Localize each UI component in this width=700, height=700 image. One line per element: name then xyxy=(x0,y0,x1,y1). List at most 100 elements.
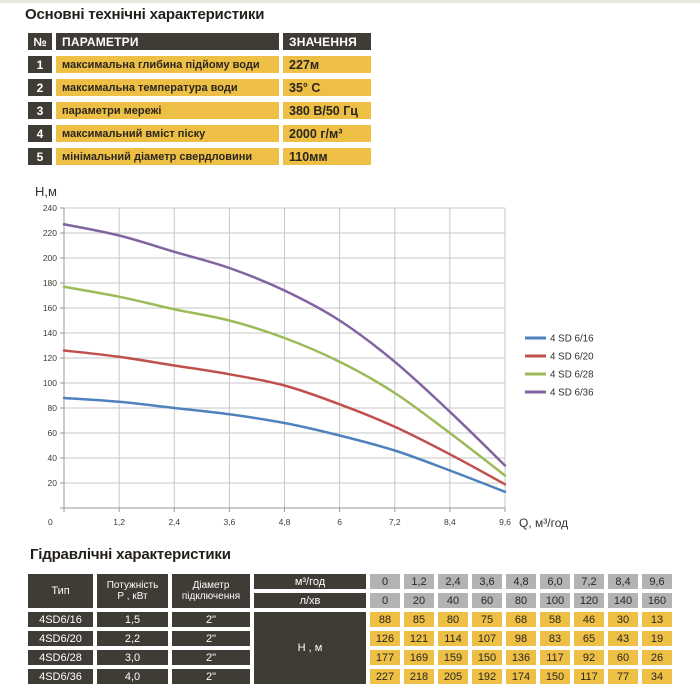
hyd-head-value: 75 xyxy=(472,612,502,627)
hyd-flow-m3h-value: 3,6 xyxy=(472,574,502,589)
hyd-col-diameter-line: Діаметр xyxy=(192,579,230,591)
hyd-head-value: 88 xyxy=(370,612,400,627)
svg-text:120: 120 xyxy=(43,353,57,363)
svg-text:160: 160 xyxy=(43,303,57,313)
hyd-head-value: 169 xyxy=(404,650,434,665)
legend-label-4: 4 SD 6/36 xyxy=(550,388,594,399)
hyd-head-value: 107 xyxy=(472,631,502,646)
hyd-head-value: 98 xyxy=(506,631,536,646)
legend-label-1: 4 SD 6/16 xyxy=(550,334,594,345)
tech-row-3-value: 380 В/50 Гц xyxy=(283,102,371,119)
hyd-head-value: 174 xyxy=(506,669,536,684)
svg-text:1,2: 1,2 xyxy=(113,517,125,527)
tech-row-1-param: максимальна глибина підйому води xyxy=(56,56,279,73)
curve-4-sd-6-20 xyxy=(62,349,507,486)
tech-row-4-num: 4 xyxy=(28,125,52,142)
svg-text:2,4: 2,4 xyxy=(168,517,180,527)
hyd-head-value: 65 xyxy=(574,631,604,646)
hyd-row-1-power: 1,5 xyxy=(97,612,168,627)
hyd-head-value: 205 xyxy=(438,669,468,684)
hyd-head-value: 85 xyxy=(404,612,434,627)
hyd-flow-m3h-value: 8,4 xyxy=(608,574,638,589)
hyd-head-value: 30 xyxy=(608,612,638,627)
hyd-flow-lmin-value: 120 xyxy=(574,593,604,608)
tech-header-num: № xyxy=(28,33,52,50)
svg-text:9,6: 9,6 xyxy=(499,517,511,527)
hyd-flow-m3h-value: 7,2 xyxy=(574,574,604,589)
hyd-flow-lmin-value: 100 xyxy=(540,593,570,608)
svg-text:180: 180 xyxy=(43,278,57,288)
tech-row-1-value: 227м xyxy=(283,56,371,73)
tech-header-param: ПАРАМЕТРИ xyxy=(56,33,279,50)
hyd-col-power: Потужність Р , кВт xyxy=(97,574,168,608)
hyd-flow-m3h-value: 2,4 xyxy=(438,574,468,589)
x-axis-title: Q, м³/год xyxy=(519,516,568,530)
tech-row-2-num: 2 xyxy=(28,79,52,96)
hyd-head-value: 150 xyxy=(540,669,570,684)
hyd-flow-lmin-value: 140 xyxy=(608,593,638,608)
hydraulic-section-title: Гідравлічні характеристики xyxy=(30,546,231,563)
hyd-head-value: 43 xyxy=(608,631,638,646)
hyd-unit-flow-lmin: л/хв xyxy=(254,593,366,608)
top-edge-shadow xyxy=(0,0,700,3)
hyd-head-value: 114 xyxy=(438,631,468,646)
chart-legend: 4 SD 6/16 4 SD 6/20 4 SD 6/28 4 SD 6/36 xyxy=(525,334,594,399)
tech-characteristics-table: № ПАРАМЕТРИ ЗНАЧЕННЯ 1 максимальна глибин… xyxy=(28,33,371,165)
hyd-flow-m3h-value: 4,8 xyxy=(506,574,536,589)
svg-text:80: 80 xyxy=(48,403,58,413)
hyd-head-value: 68 xyxy=(506,612,536,627)
y-axis-title: Н,м xyxy=(35,184,57,199)
hyd-row-2-type: 4SD6/20 xyxy=(28,631,93,646)
hyd-row-4-power: 4,0 xyxy=(97,669,168,684)
hyd-row-2-power: 2,2 xyxy=(97,631,168,646)
tech-row-4-value: 2000 г/м³ xyxy=(283,125,371,142)
svg-text:20: 20 xyxy=(48,478,58,488)
hydraulic-characteristics-table: Тип Потужність Р , кВт Діаметр підключення м³… xyxy=(28,574,672,684)
hyd-flow-lmin-value: 160 xyxy=(642,593,672,608)
hyd-col-diameter: Діаметр підключення xyxy=(172,574,250,608)
hyd-col-type: Тип xyxy=(28,574,93,608)
legend-label-3: 4 SD 6/28 xyxy=(550,370,594,381)
svg-text:240: 240 xyxy=(43,203,57,213)
hyd-head-value: 60 xyxy=(608,650,638,665)
hyd-row-3-diameter: 2" xyxy=(172,650,250,665)
svg-text:8,4: 8,4 xyxy=(444,517,456,527)
pump-curves-chart: 20 40 60 80 100 120 140 160 180 200 220 240 0 1,2 2,4 3… xyxy=(35,184,594,530)
curve-4-sd-6-16 xyxy=(62,396,507,494)
hyd-flow-lmin-value: 0 xyxy=(370,593,400,608)
hyd-flow-m3h-value: 0 xyxy=(370,574,400,589)
pump-curves xyxy=(62,223,507,494)
hyd-col-power-line: Р , кВт xyxy=(117,591,148,602)
curve-4-sd-6-36 xyxy=(62,223,507,467)
hyd-head-value: 58 xyxy=(540,612,570,627)
hyd-head-value: 227 xyxy=(370,669,400,684)
hyd-head-value: 159 xyxy=(438,650,468,665)
hyd-row-3-type: 4SD6/28 xyxy=(28,650,93,665)
hyd-head-value: 136 xyxy=(506,650,536,665)
hyd-head-value: 192 xyxy=(472,669,502,684)
tech-row-5-value: 110мм xyxy=(283,148,371,165)
hyd-head-value: 126 xyxy=(370,631,400,646)
hyd-head-value: 150 xyxy=(472,650,502,665)
y-axis-tick-labels: 20 40 60 80 100 120 140 160 180 200 220 240 xyxy=(43,203,57,488)
hyd-head-value: 34 xyxy=(642,669,672,684)
hyd-head-value: 121 xyxy=(404,631,434,646)
legend-label-2: 4 SD 6/20 xyxy=(550,352,594,363)
svg-text:7,2: 7,2 xyxy=(389,517,401,527)
chart-axes xyxy=(60,207,506,512)
tech-row-5-param: мінімальний діаметр свердловини xyxy=(56,148,279,165)
hyd-head-value: 92 xyxy=(574,650,604,665)
hyd-row-1-type: 4SD6/16 xyxy=(28,612,93,627)
hyd-head-value: 77 xyxy=(608,669,638,684)
hyd-head-value: 19 xyxy=(642,631,672,646)
hyd-row-1-diameter: 2" xyxy=(172,612,250,627)
hyd-flow-lmin-value: 80 xyxy=(506,593,536,608)
svg-text:200: 200 xyxy=(43,253,57,263)
hyd-flow-lmin-value: 40 xyxy=(438,593,468,608)
tech-row-5-num: 5 xyxy=(28,148,52,165)
hyd-head-value: 117 xyxy=(540,650,570,665)
svg-text:100: 100 xyxy=(43,378,57,388)
hyd-head-value: 177 xyxy=(370,650,400,665)
hyd-flow-m3h-value: 6,0 xyxy=(540,574,570,589)
x-axis-tick-labels: 0 1,2 2,4 3,6 4,8 6 7,2 8,4 9,6 xyxy=(48,517,511,527)
